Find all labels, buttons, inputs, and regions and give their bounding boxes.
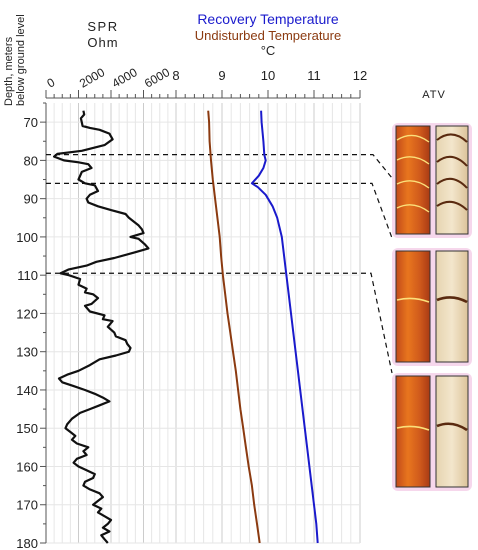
y-axis-tick-label: 180 <box>16 536 38 550</box>
atv-panel-3 <box>392 373 472 491</box>
depth-marker-line <box>46 154 393 179</box>
y-axis-label-line2: below ground level <box>15 14 27 106</box>
y-axis-tick-label: 80 <box>24 153 38 168</box>
atv-image-amplitude-2 <box>395 250 431 363</box>
y-axis-label-line1: Depth, meters <box>3 36 15 106</box>
depth-marker-line <box>46 182 393 239</box>
y-axis-label: Depth, meters below ground level <box>3 14 27 106</box>
temperature-unit: °C <box>261 43 276 58</box>
y-axis-tick-label: 150 <box>16 421 38 436</box>
recovery-temperature-title: Recovery Temperature <box>197 11 339 27</box>
atv-panel-2 <box>392 248 472 366</box>
temperature-x-tick-label: 9 <box>218 68 225 83</box>
y-axis-tick-label: 170 <box>16 498 38 513</box>
atv-label: ATV <box>422 89 446 101</box>
atv-image-traveltime-2 <box>435 250 469 363</box>
spr-x-tick-label: 0 <box>45 75 58 91</box>
y-axis-tick-label: 130 <box>16 345 38 360</box>
spr-x-tick-label: 6000 <box>142 65 172 91</box>
y-axis-tick-label: 90 <box>24 192 38 207</box>
temperature-x-tick-label: 11 <box>307 68 321 83</box>
axes: 0 2000 4000 6000 8 9 10 11 12 70 80 90 100 110 120 130 1… <box>16 65 367 550</box>
undisturbed-temperature-title: Undisturbed Temperature <box>195 28 341 43</box>
undisturbed-temperature-line <box>207 110 261 544</box>
spr-series-line <box>52 110 150 544</box>
spr-x-tick-label: 4000 <box>110 65 140 91</box>
atv-image-traveltime-3 <box>435 375 469 488</box>
spr-title: SPR <box>87 19 118 34</box>
temperature-x-tick-label: 8 <box>172 68 179 83</box>
spr-x-tick-label: 2000 <box>77 65 107 91</box>
atv-images <box>392 123 472 491</box>
grid <box>45 103 361 544</box>
y-axis-tick-label: 160 <box>16 459 38 474</box>
y-axis-tick-label: 120 <box>16 306 38 321</box>
atv-image-amplitude-1 <box>395 125 431 235</box>
temperature-x-tick-label: 10 <box>261 68 275 83</box>
recovery-temperature-line <box>250 110 319 544</box>
temperature-x-tick-label: 12 <box>353 68 367 83</box>
y-axis-tick-label: 110 <box>17 268 38 283</box>
y-axis-tick-label: 100 <box>16 230 38 245</box>
y-axis-tick-label: 140 <box>16 383 38 398</box>
y-axis-tick-label: 70 <box>24 115 38 130</box>
atv-image-amplitude-3 <box>395 375 431 488</box>
depth-markers <box>46 154 393 374</box>
series <box>52 110 319 544</box>
depth-marker-line <box>46 272 393 374</box>
spr-unit: Ohm <box>87 35 118 50</box>
atv-panel-1 <box>392 123 472 238</box>
